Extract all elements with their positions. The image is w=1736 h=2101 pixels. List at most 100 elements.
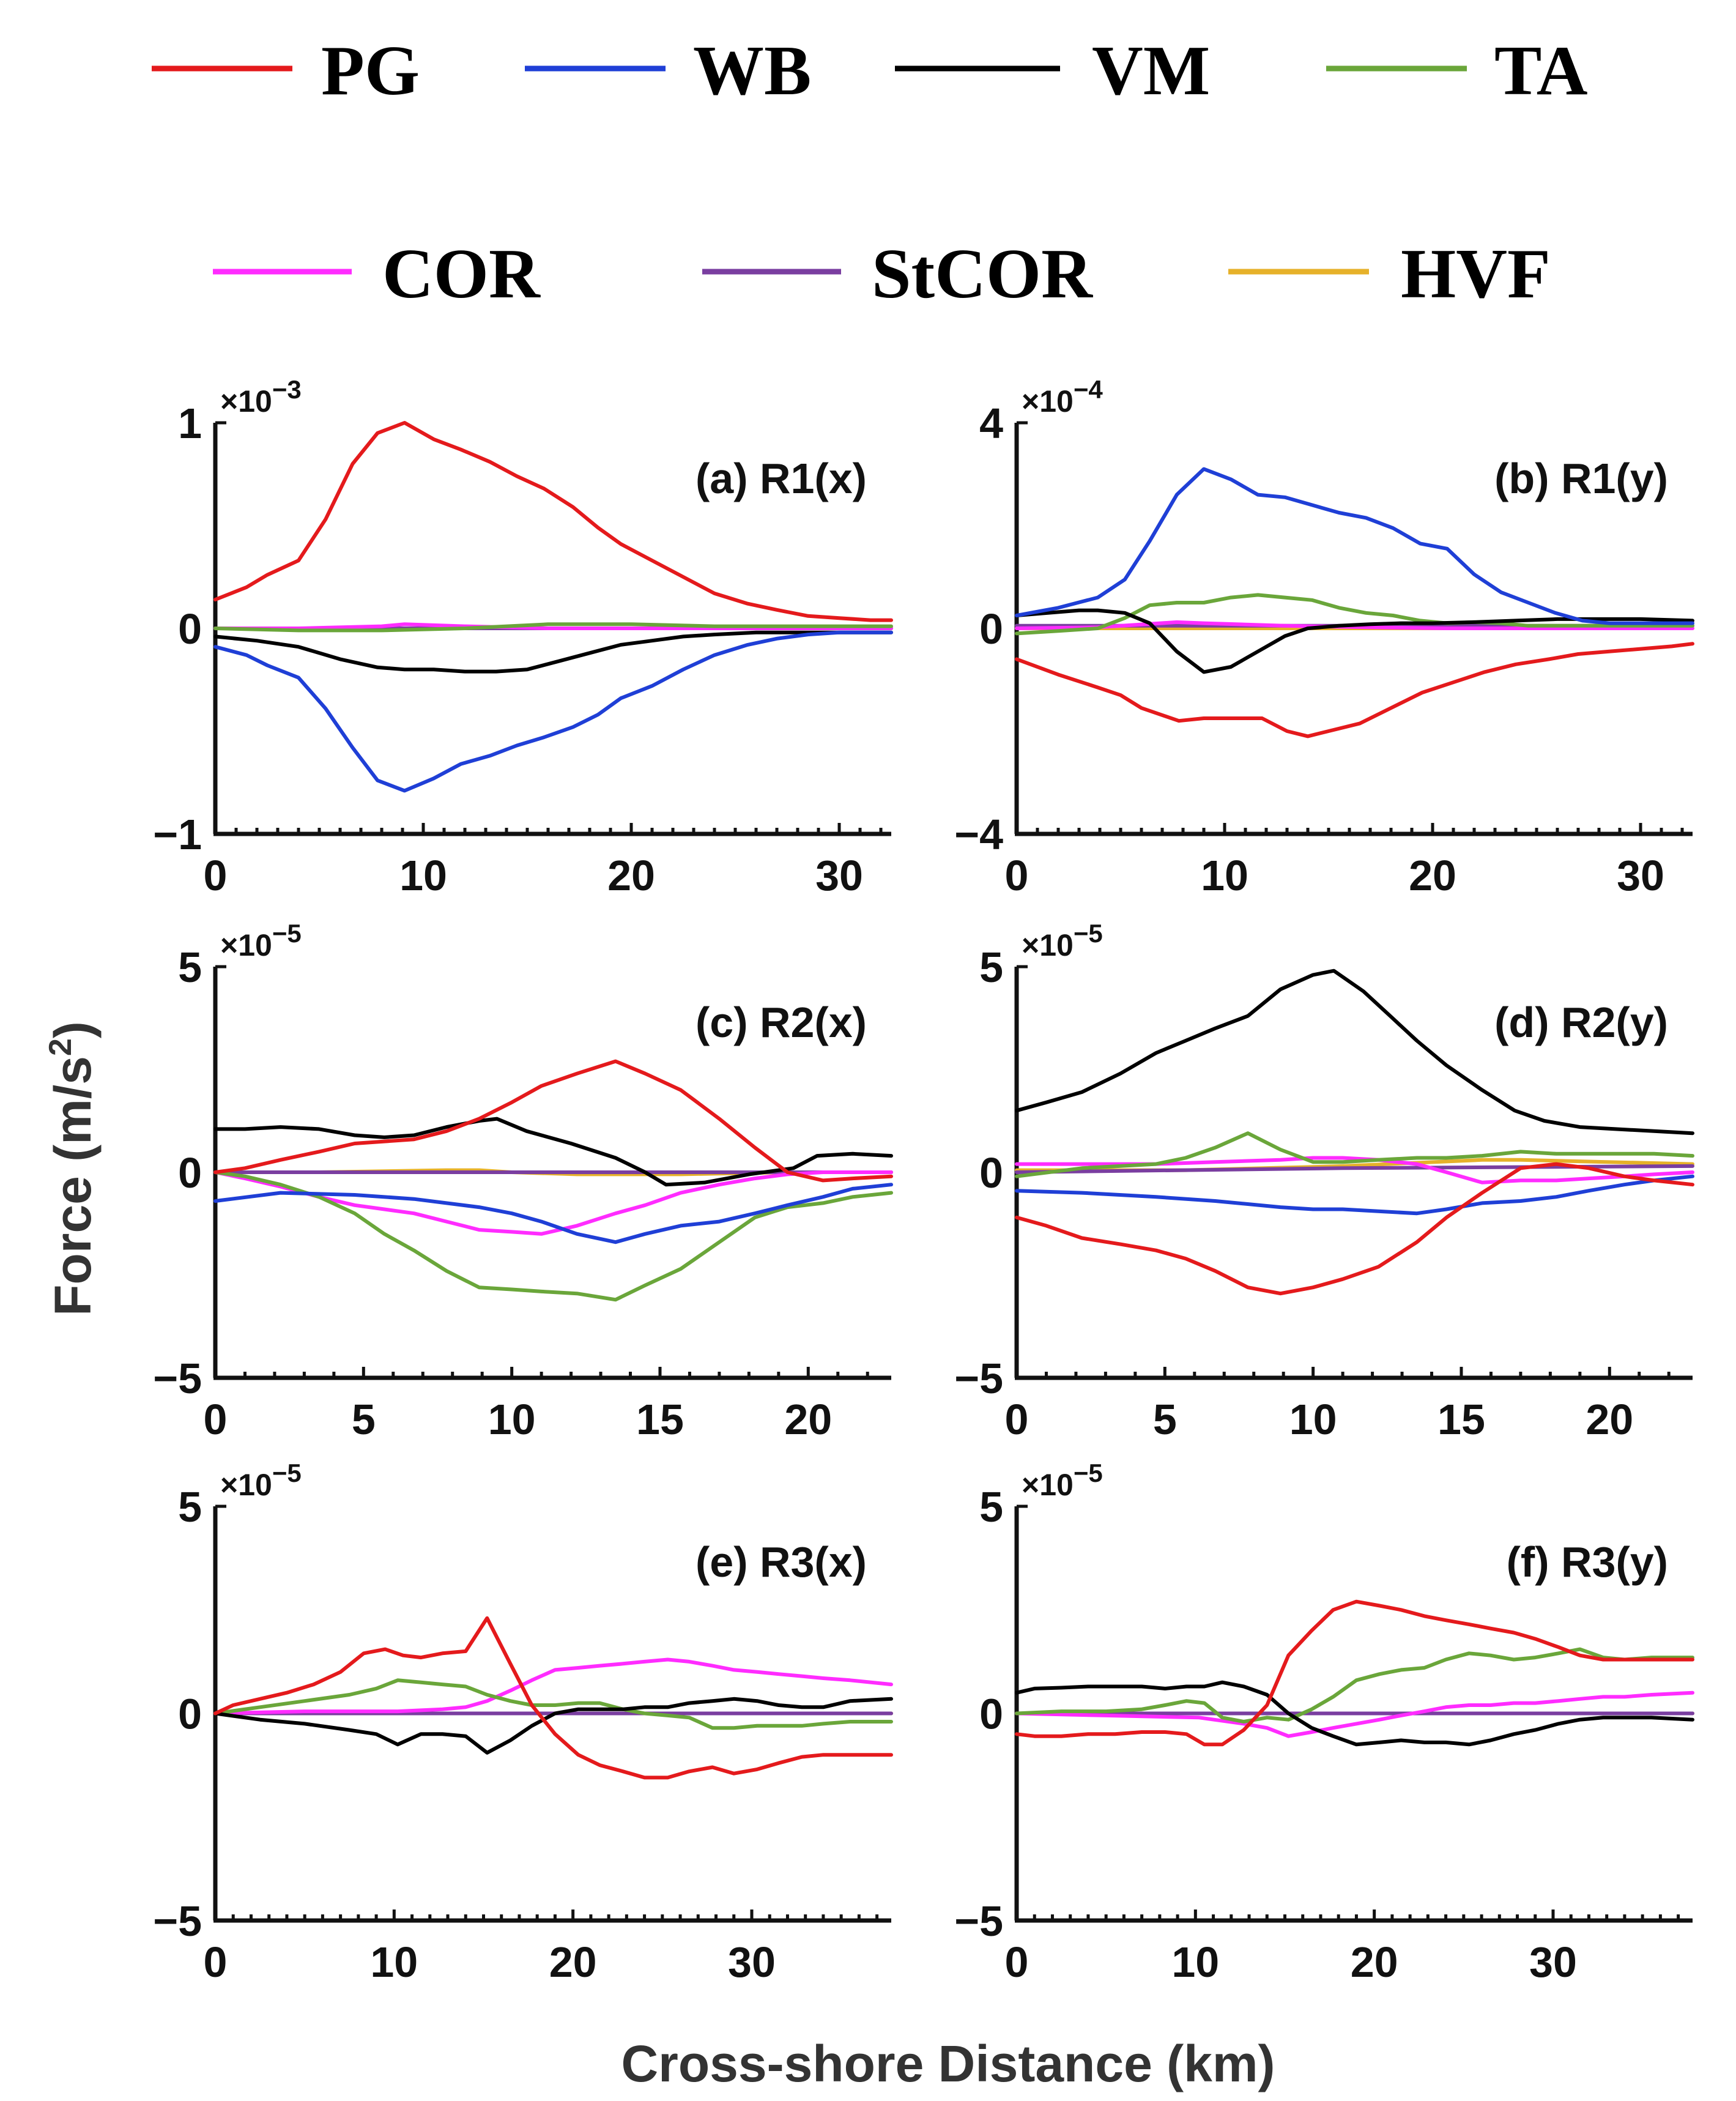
legend-entry-vm: VM: [895, 32, 1210, 110]
exponent-power: −5: [272, 919, 302, 948]
exponent-label: ×10−5: [1022, 919, 1103, 962]
exponent-power: −5: [272, 1459, 302, 1487]
y-tick-label: 0: [979, 1690, 1003, 1738]
series-line-ta: [213, 1678, 893, 1730]
y-tick-label: 5: [979, 1483, 1003, 1531]
x-tick-label: 20: [1409, 852, 1456, 899]
exponent-base: ×10: [1022, 1468, 1074, 1502]
series-line-cor: [1015, 1156, 1694, 1184]
exponent-power: −5: [1074, 919, 1103, 948]
legend: PG WB VM TA COR StCOR HVF: [152, 32, 1588, 313]
legend-entry-hvf: HVF: [1228, 235, 1551, 313]
panel-title: (d) R2(y): [1494, 998, 1668, 1046]
y-tick-label: 0: [178, 605, 202, 653]
series-line-pg: [1015, 1162, 1694, 1296]
y-tick-label: −4: [954, 811, 1003, 858]
x-tick-label: 0: [204, 852, 228, 899]
exponent-label: ×10−5: [220, 1459, 302, 1502]
exponent-label: ×10−5: [1022, 1459, 1103, 1502]
x-tick-label: 20: [607, 852, 655, 899]
legend-entry-cor: COR: [213, 235, 541, 313]
legend-entry-pg: PG: [152, 32, 420, 110]
panel-title: (b) R1(y): [1494, 455, 1668, 502]
legend-label-stcor: StCOR: [872, 235, 1093, 313]
legend-entry-stcor: StCOR: [702, 235, 1093, 313]
legend-label-hvf: HVF: [1401, 235, 1551, 313]
panel-title: (e) R3(x): [696, 1538, 867, 1586]
series-line-pg: [213, 421, 893, 622]
series-line-ta: [213, 622, 893, 633]
y-tick-label: 0: [979, 1149, 1003, 1197]
series-line-pg: [213, 1616, 893, 1780]
exponent-label: ×10−5: [220, 919, 302, 962]
series-line-pg: [1015, 1599, 1694, 1747]
series-line-wb: [1015, 467, 1694, 625]
series-line-pg: [1015, 642, 1694, 738]
panel-title: (f) R3(y): [1507, 1538, 1668, 1586]
x-tick-label: 15: [636, 1396, 684, 1443]
x-tick-label: 20: [784, 1396, 832, 1443]
y-tick-label: −5: [153, 1355, 202, 1402]
series-line-ta: [1015, 593, 1694, 636]
series-line-vm: [213, 1697, 893, 1755]
x-tick-label: 30: [1529, 1938, 1577, 1986]
series-line-vm: [1015, 1680, 1694, 1747]
series-line-vm: [1015, 969, 1694, 1136]
exponent-power: −5: [1074, 1459, 1103, 1487]
series-line-wb: [1015, 1174, 1694, 1216]
legend-entry-wb: WB: [525, 32, 811, 110]
x-tick-label: 5: [1153, 1396, 1177, 1443]
y-tick-label: 1: [178, 400, 202, 447]
y-tick-label: 0: [178, 1149, 202, 1197]
x-tick-label: 0: [204, 1396, 228, 1443]
exponent-label: ×10−4: [1022, 375, 1103, 418]
y-tick-label: 5: [178, 943, 202, 991]
x-tick-label: 0: [1005, 1938, 1029, 1986]
exponent-base: ×10: [220, 928, 272, 962]
y-tick-label: −5: [153, 1897, 202, 1945]
legend-label-ta: TA: [1494, 32, 1588, 110]
legend-label-cor: COR: [382, 235, 541, 313]
series-line-cor: [213, 1170, 893, 1236]
exponent-base: ×10: [1022, 928, 1074, 962]
y-tick-label: −5: [954, 1355, 1003, 1402]
y-tick-label: 0: [178, 1690, 202, 1738]
y-axis-title: Force (m/s2): [43, 1021, 102, 1316]
series-line-vm: [213, 1117, 893, 1187]
x-tick-label: 10: [1289, 1396, 1337, 1443]
y-tick-label: 5: [178, 1483, 202, 1531]
y-tick-label: 4: [979, 400, 1003, 447]
x-tick-label: 20: [1351, 1938, 1398, 1986]
x-axis-title: Cross-shore Distance (km): [621, 2035, 1275, 2092]
legend-label-wb: WB: [693, 32, 811, 110]
x-tick-label: 10: [1201, 852, 1248, 899]
x-tick-label: 20: [1586, 1396, 1633, 1443]
y-tick-label: 0: [979, 605, 1003, 653]
legend-label-vm: VM: [1092, 32, 1210, 110]
series-line-vm: [213, 630, 893, 674]
exponent-power: −3: [272, 375, 302, 404]
exponent-base: ×10: [220, 384, 272, 418]
series-line-pg: [213, 1059, 893, 1183]
series-line-wb: [213, 1183, 893, 1244]
series-line-ta: [1015, 1131, 1694, 1178]
series-line-vm: [1015, 608, 1694, 674]
x-tick-label: 5: [352, 1396, 376, 1443]
y-tick-label: 5: [979, 943, 1003, 991]
exponent-label: ×10−3: [220, 375, 302, 418]
x-tick-label: 0: [204, 1938, 228, 1986]
y-tick-label: −1: [153, 811, 202, 858]
x-tick-label: 10: [488, 1396, 536, 1443]
series-line-cor: [1015, 1690, 1694, 1738]
exponent-base: ×10: [220, 1468, 272, 1502]
panel-title: (c) R2(x): [696, 998, 867, 1046]
x-tick-label: 15: [1437, 1396, 1485, 1443]
